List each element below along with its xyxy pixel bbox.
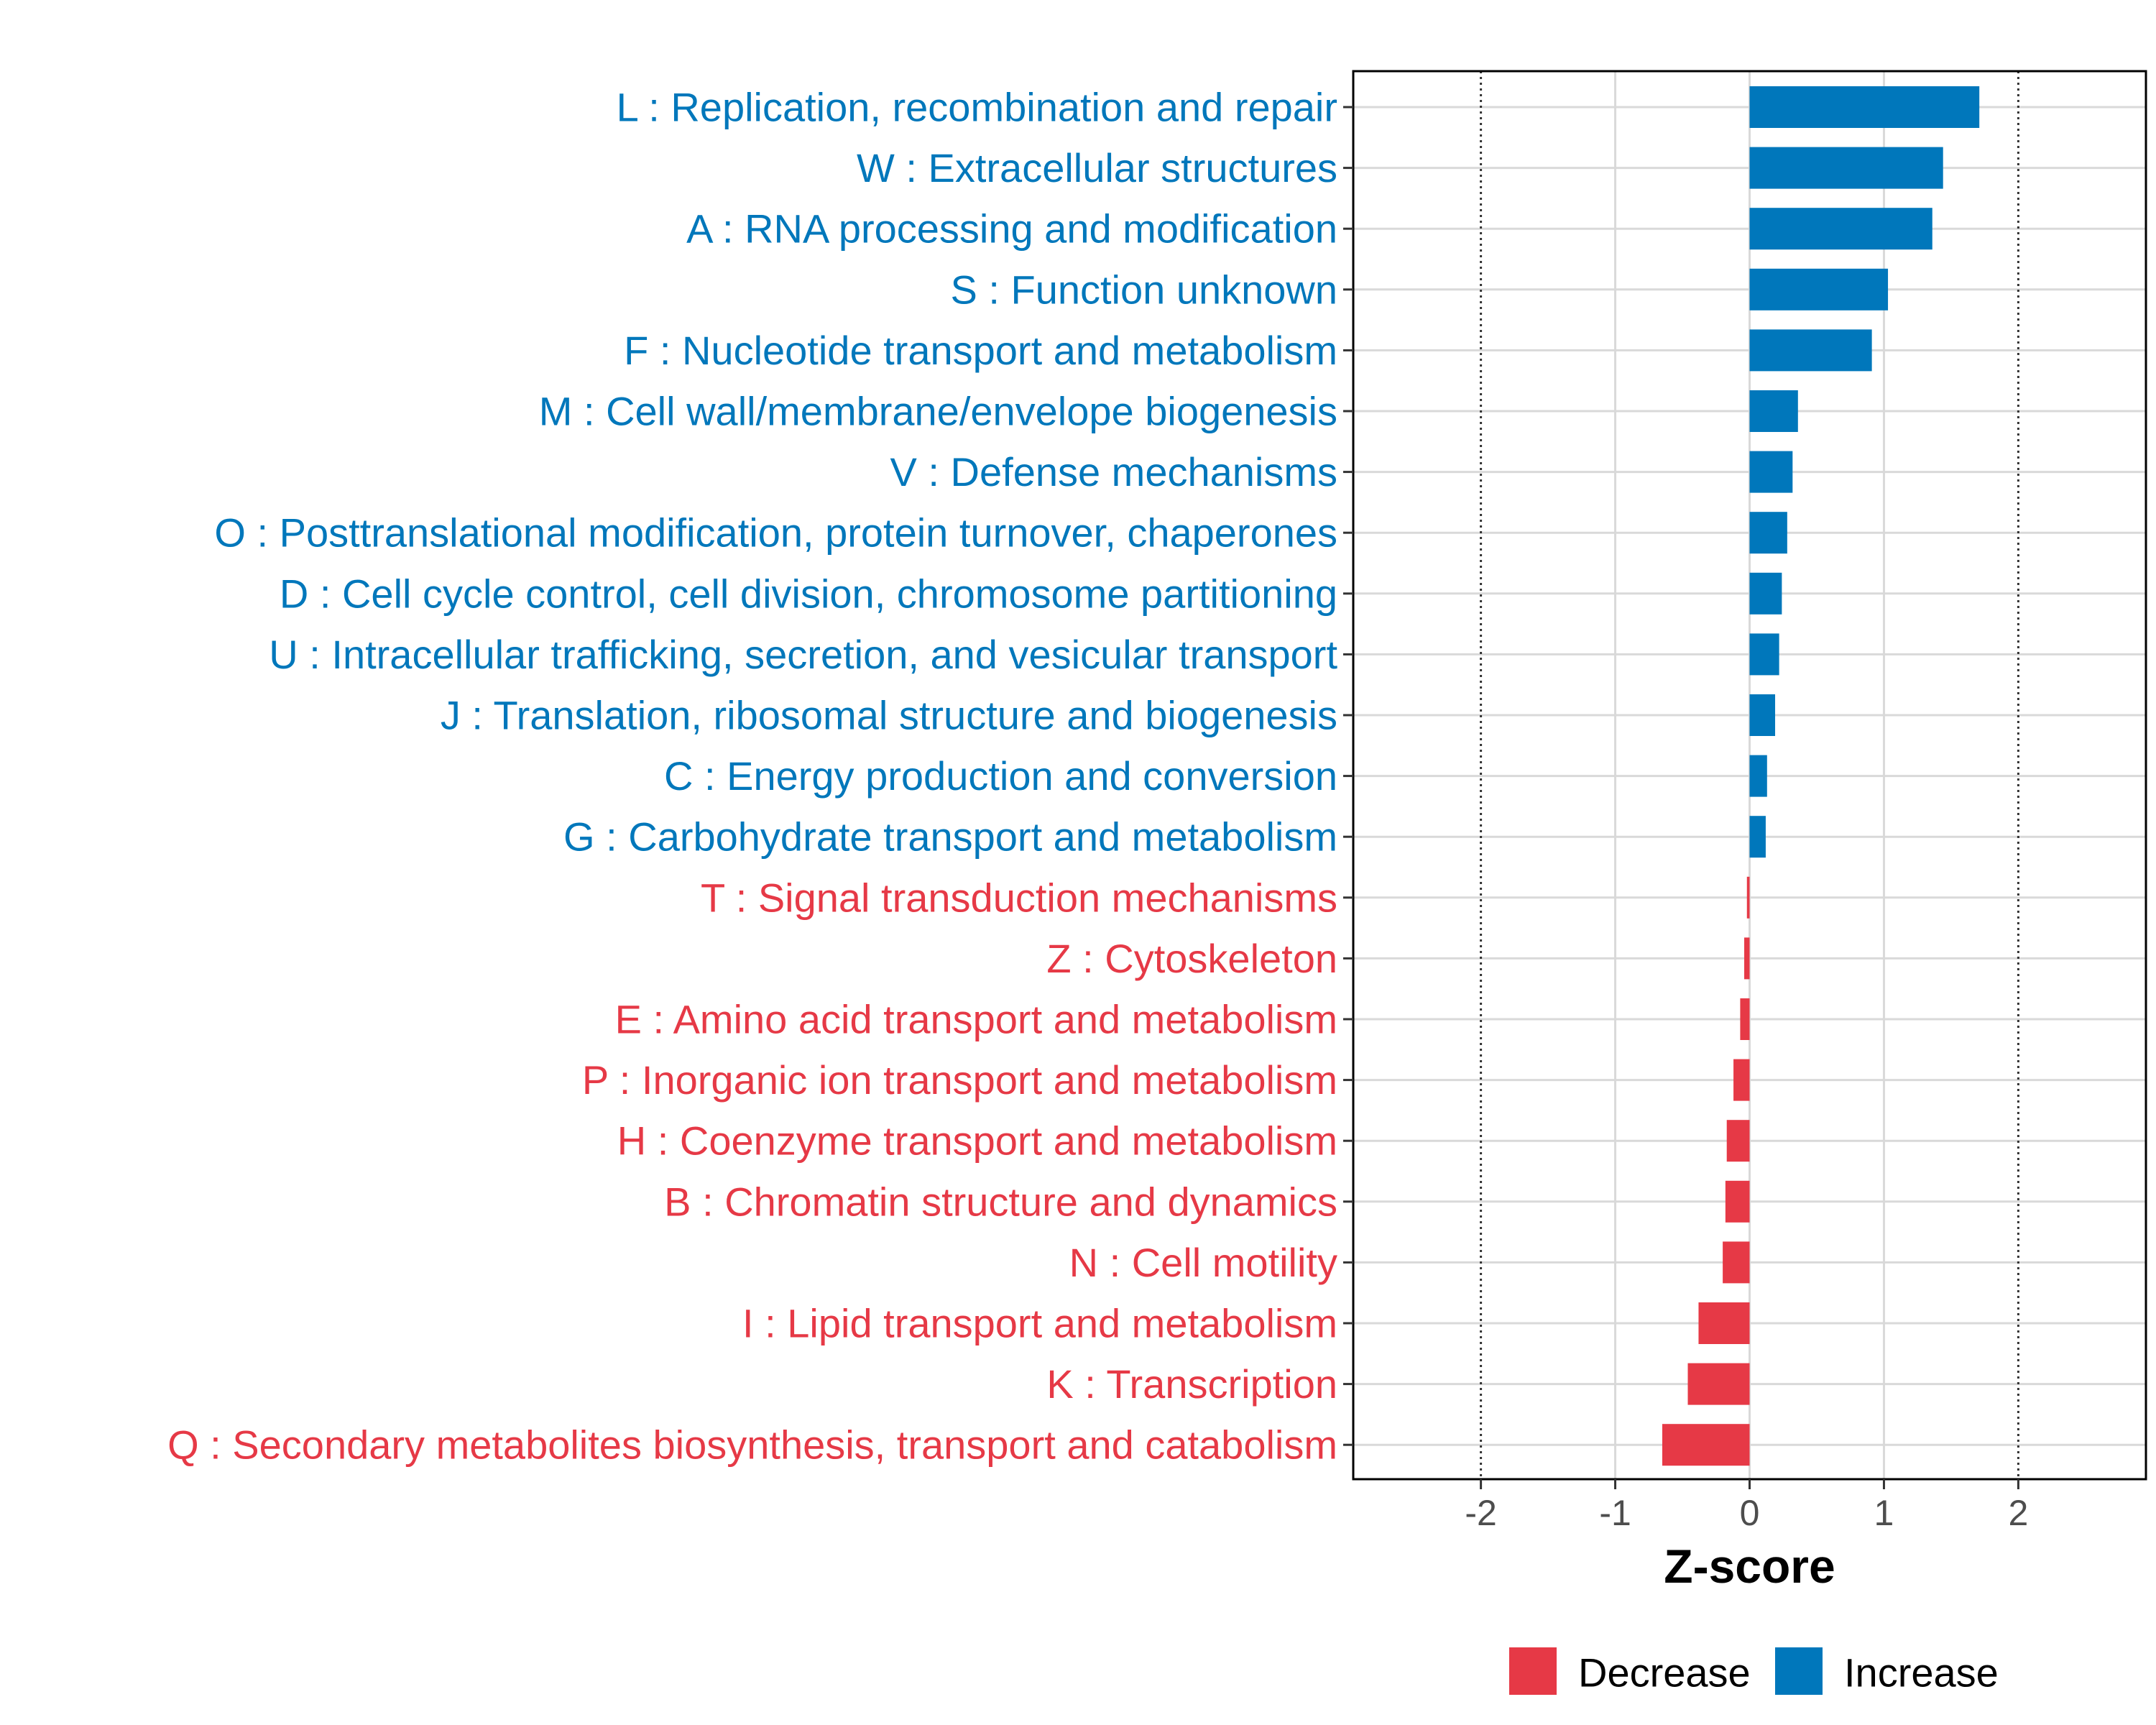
category-label: N : Cell motility (1069, 1240, 1337, 1285)
x-tick-label: 2 (2008, 1493, 2028, 1533)
category-label: T : Signal transduction mechanisms (701, 875, 1337, 920)
bar (1744, 937, 1750, 980)
category-label: M : Cell wall/membrane/envelope biogenes… (539, 389, 1337, 434)
bar (1749, 268, 1889, 310)
bars (1662, 86, 1980, 1466)
category-label: L : Replication, recombination and repai… (617, 85, 1337, 130)
bar (1725, 1180, 1750, 1223)
category-label: G : Carbohydrate transport and metabolis… (563, 814, 1337, 860)
bar (1740, 998, 1750, 1040)
legend: Decrease Increase (1509, 1647, 1999, 1696)
category-label: S : Function unknown (950, 267, 1337, 312)
category-label: W : Extracellular structures (857, 145, 1337, 190)
category-label: I : Lipid transport and metabolism (742, 1301, 1337, 1346)
bar (1733, 1059, 1750, 1101)
category-label: Z : Cytoskeleton (1046, 936, 1337, 981)
bar (1749, 147, 1943, 189)
bar (1746, 876, 1750, 919)
category-label: F : Nucleotide transport and metabolism (624, 328, 1337, 373)
category-label: B : Chromatin structure and dynamics (664, 1179, 1337, 1224)
bar (1749, 572, 1782, 615)
y-axis-ticks (1343, 106, 1353, 1446)
category-label: P : Inorganic ion transport and metaboli… (582, 1057, 1337, 1103)
bar (1749, 694, 1776, 736)
bar (1726, 1120, 1750, 1162)
x-axis-ticks: -2 -1 0 1 2 (1465, 1479, 2028, 1533)
x-tick-label: 0 (1740, 1493, 1760, 1533)
bar (1698, 1302, 1750, 1344)
x-tick-label: -1 (1599, 1493, 1631, 1533)
category-label: H : Coenzyme transport and metabolism (617, 1118, 1337, 1164)
bar (1749, 208, 1932, 250)
bar (1687, 1363, 1750, 1405)
legend-label: Decrease (1578, 1650, 1751, 1696)
category-label: Q : Secondary metabolites biosynthesis, … (167, 1422, 1337, 1468)
category-label: J : Translation, ribosomal structure and… (441, 693, 1337, 738)
bar (1723, 1241, 1750, 1284)
bar (1749, 512, 1787, 554)
x-axis-title: Z-score (1664, 1540, 1835, 1593)
reference-lines (1480, 71, 2019, 1479)
category-label: C : Energy production and conversion (664, 753, 1337, 799)
category-labels: L : Replication, recombination and repai… (167, 85, 1337, 1468)
bar (1749, 329, 1872, 372)
category-label: D : Cell cycle control, cell division, c… (280, 571, 1337, 616)
legend-swatch (1509, 1647, 1557, 1695)
category-label: E : Amino acid transport and metabolism (615, 997, 1337, 1042)
category-label: O : Posttranslational modification, prot… (214, 510, 1337, 556)
bar (1749, 755, 1767, 797)
category-label: V : Defense mechanisms (890, 449, 1337, 494)
bar (1749, 451, 1793, 493)
bar (1749, 86, 1980, 128)
category-label: U : Intracellular trafficking, secretion… (269, 632, 1337, 677)
legend-label: Increase (1844, 1650, 1999, 1696)
bar (1749, 633, 1779, 676)
x-tick-label: 1 (1874, 1493, 1894, 1533)
category-label: A : RNA processing and modification (686, 206, 1337, 252)
bar (1749, 390, 1798, 432)
x-tick-label: -2 (1465, 1493, 1496, 1533)
bar (1662, 1424, 1750, 1466)
category-label: K : Transcription (1046, 1361, 1337, 1407)
legend-swatch (1775, 1647, 1823, 1695)
bar (1749, 816, 1766, 858)
